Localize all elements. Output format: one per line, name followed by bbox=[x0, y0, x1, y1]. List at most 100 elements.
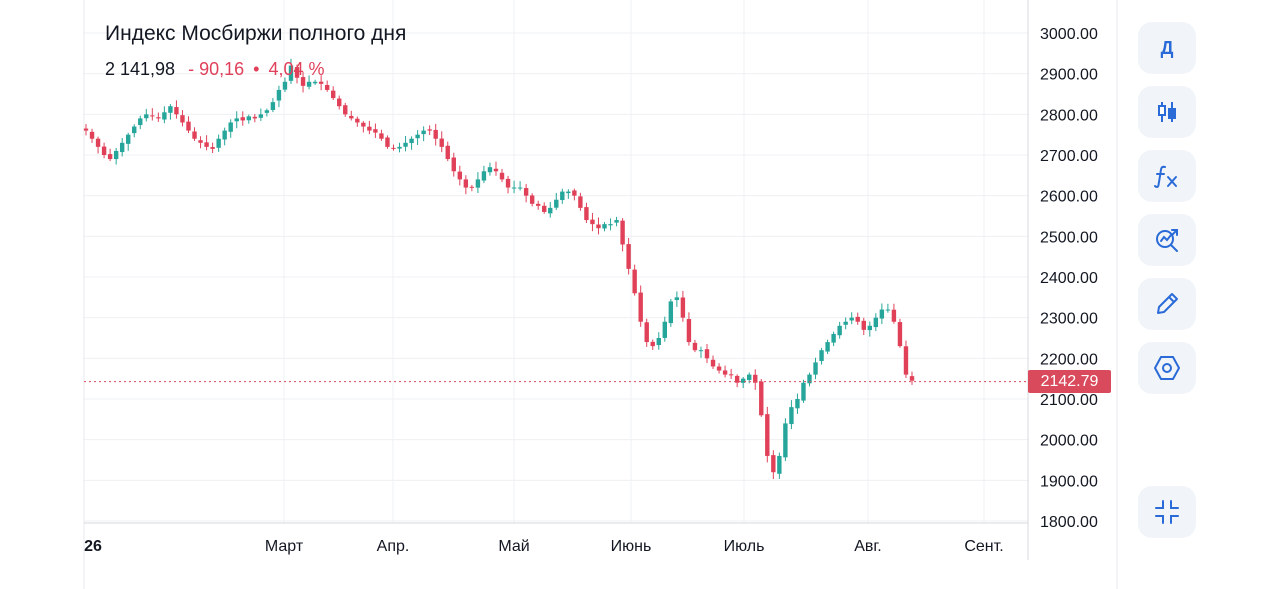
candle-body bbox=[162, 112, 167, 120]
x-tick-label: Март bbox=[265, 538, 304, 555]
candle-body bbox=[668, 301, 674, 324]
candle-body bbox=[662, 321, 668, 338]
candle-body bbox=[222, 130, 227, 140]
candle-body bbox=[837, 325, 842, 336]
candle-body bbox=[578, 196, 583, 208]
compare-search-icon bbox=[1156, 229, 1178, 252]
candle-body bbox=[632, 269, 637, 294]
candle-body bbox=[722, 370, 728, 375]
candle-body bbox=[95, 138, 101, 147]
candle-body bbox=[409, 138, 414, 144]
y-tick-label: 2600.00 bbox=[1040, 189, 1098, 206]
candle-body bbox=[113, 150, 119, 160]
candle-body bbox=[126, 134, 131, 144]
candle-body bbox=[83, 128, 89, 131]
collapse-button[interactable] bbox=[1138, 486, 1196, 538]
candle-body bbox=[728, 374, 734, 376]
candle-body bbox=[361, 122, 366, 127]
draw-button[interactable] bbox=[1138, 278, 1196, 330]
y-tick-label: 2500.00 bbox=[1040, 229, 1098, 246]
candle-body bbox=[469, 186, 475, 188]
candle-body bbox=[560, 191, 565, 201]
candle-body bbox=[355, 118, 360, 123]
candle-body bbox=[885, 309, 891, 311]
candle-body bbox=[891, 309, 897, 322]
x-tick-label: 26 bbox=[84, 538, 102, 555]
candle-body bbox=[144, 114, 149, 119]
candle-body bbox=[330, 90, 336, 99]
candle-body bbox=[481, 171, 487, 181]
candle-body bbox=[608, 224, 613, 226]
y-tick-label: 1800.00 bbox=[1040, 514, 1098, 531]
indicators-button[interactable] bbox=[1138, 150, 1196, 202]
candle-body bbox=[101, 146, 107, 155]
candle-body bbox=[909, 376, 915, 381]
y-tick-label: 2400.00 bbox=[1040, 270, 1098, 287]
quote-separator: • bbox=[253, 59, 260, 79]
y-axis: 3000.00 2900.00 2800.00 2700.00 2600.00 2500.… bbox=[1040, 26, 1098, 531]
candle-body bbox=[903, 346, 909, 375]
candle-body bbox=[132, 126, 137, 134]
candle-body bbox=[385, 137, 390, 147]
x-tick-label: Авг. bbox=[854, 538, 882, 555]
candles-icon bbox=[1158, 102, 1176, 122]
candle-body bbox=[150, 115, 155, 117]
candle-body bbox=[548, 207, 553, 214]
candle-body bbox=[759, 381, 764, 416]
candle-body bbox=[511, 187, 517, 189]
y-tick-label: 3000.00 bbox=[1040, 26, 1098, 43]
candle-body bbox=[753, 374, 758, 383]
candles-button[interactable] bbox=[1138, 86, 1196, 138]
candle-body bbox=[638, 292, 643, 322]
candle-body bbox=[620, 220, 625, 245]
x-axis: 26 Март Апр. Май Июнь Июль Авг. Сент. bbox=[84, 538, 1004, 555]
candle-body bbox=[475, 179, 481, 188]
candle-body bbox=[107, 154, 113, 160]
compare-button[interactable] bbox=[1138, 214, 1196, 266]
candle-body bbox=[535, 203, 541, 206]
candle-body bbox=[523, 188, 529, 196]
y-tick-label: 2800.00 bbox=[1040, 107, 1098, 124]
candle-body bbox=[397, 146, 402, 149]
candle-body bbox=[517, 187, 523, 189]
candle-body bbox=[855, 316, 860, 322]
candle-body bbox=[403, 142, 408, 147]
candle-body bbox=[879, 309, 885, 319]
candle-body bbox=[873, 317, 879, 328]
candle-body bbox=[499, 172, 505, 180]
candle-body bbox=[867, 325, 872, 331]
x-tick-label: Сент. bbox=[964, 538, 1003, 555]
candle-body bbox=[457, 171, 463, 180]
candle-body bbox=[451, 157, 456, 172]
candle-body bbox=[427, 129, 432, 131]
candle-body bbox=[210, 147, 215, 149]
settings-button[interactable] bbox=[1138, 342, 1196, 394]
candle-body bbox=[807, 374, 812, 384]
candle-body bbox=[626, 244, 631, 269]
candle-body bbox=[789, 407, 794, 425]
candle-body bbox=[505, 178, 511, 188]
candle-body bbox=[783, 423, 788, 458]
candle-body bbox=[680, 297, 686, 318]
candle-body bbox=[421, 130, 426, 135]
candle-body bbox=[349, 115, 354, 119]
candle-body bbox=[765, 414, 770, 456]
candle-body bbox=[234, 118, 239, 122]
interval-button[interactable]: Д bbox=[1138, 22, 1196, 74]
candle-body bbox=[825, 342, 830, 352]
candle-body bbox=[373, 129, 378, 133]
candle-body bbox=[228, 122, 233, 132]
candle-body bbox=[590, 219, 595, 225]
price-change-percent: 4,04 % bbox=[268, 59, 325, 79]
last-price: 2 141,98 bbox=[105, 59, 176, 79]
candle-body bbox=[656, 338, 661, 346]
candle-body bbox=[240, 117, 245, 121]
candle-body bbox=[849, 317, 854, 321]
candles bbox=[83, 58, 1028, 480]
candle-body bbox=[174, 107, 179, 115]
candle-body bbox=[740, 378, 746, 383]
candle-body bbox=[487, 167, 493, 173]
candle-body bbox=[288, 65, 294, 81]
candle-body bbox=[270, 102, 276, 110]
